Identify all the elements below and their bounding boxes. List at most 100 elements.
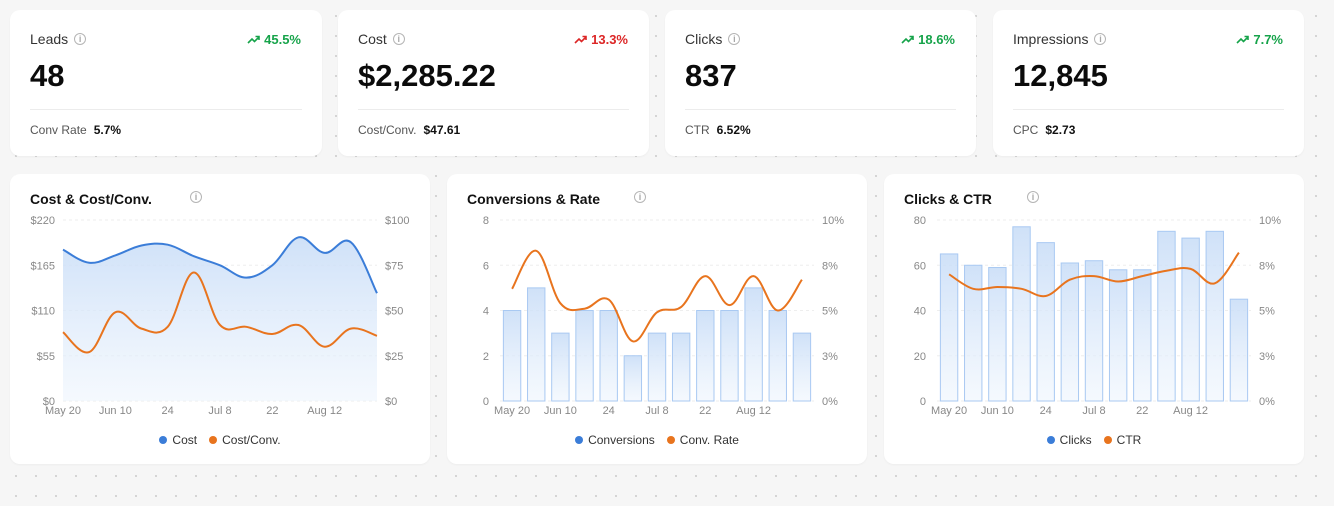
info-icon[interactable]: i: [74, 33, 87, 45]
kpi-delta: 18.6%: [901, 32, 955, 47]
legend-item[interactable]: Cost: [159, 433, 197, 447]
divider: [685, 109, 956, 110]
legend-item[interactable]: Cost/Conv.: [209, 433, 281, 447]
kpi-sub-value: 6.52%: [716, 123, 751, 137]
y-tick-right: 0%: [1259, 396, 1275, 408]
series-area-cost: [63, 237, 377, 401]
divider: [30, 109, 302, 110]
x-tick: 24: [162, 405, 174, 417]
bar: [527, 287, 546, 402]
kpi-delta: 13.3%: [574, 32, 628, 47]
x-tick: Jun 10: [981, 405, 1014, 417]
bar: [768, 310, 787, 402]
kpi-sub-label: CPC: [1013, 123, 1039, 137]
kpi-sub: Conv Rate 5.7%: [30, 123, 121, 137]
legend-dot-icon: [666, 436, 675, 444]
series-line-ctr: [948, 251, 1240, 298]
legend-item[interactable]: CTR: [1103, 433, 1142, 447]
x-tick: Aug 12: [307, 405, 342, 417]
info-icon[interactable]: i: [1027, 191, 1039, 203]
x-tick: May 20: [931, 405, 967, 417]
kpi-sub-label: Conv Rate: [30, 123, 87, 137]
kpi-sub: CTR 6.52%: [685, 123, 751, 137]
y-tick-left: 60: [914, 260, 926, 272]
trend-up-icon: [247, 32, 260, 47]
bar: [502, 310, 522, 402]
series-line-conv-rate: [511, 249, 803, 343]
y-tick-left: $55: [37, 351, 55, 363]
chart-svg-clicks: 0 20 40 60 80 0% 3% 5% 8% 10% May 20 Jun 10 24 Jul 8 2…: [914, 215, 1281, 417]
legend-item[interactable]: Clicks: [1046, 433, 1092, 447]
series-line-cost: [62, 236, 378, 294]
kpi-value: 837: [685, 58, 737, 93]
info-icon[interactable]: i: [190, 191, 202, 203]
bar: [744, 287, 763, 402]
kpi-sub-value: $2.73: [1045, 123, 1076, 137]
y-tick-right: 5%: [822, 306, 838, 318]
bar: [575, 310, 594, 402]
kpi-delta-value: 18.6%: [918, 32, 955, 47]
info-icon[interactable]: i: [1094, 33, 1107, 45]
legend-item[interactable]: Conversions: [575, 433, 655, 447]
bar: [720, 310, 739, 402]
kpi-delta: 7.7%: [1236, 32, 1283, 47]
y-tick-right: 10%: [1259, 215, 1281, 227]
bar: [1060, 262, 1080, 402]
chart-card-cost: $0 $55 $110 $165 $220 $0 $25 $50 $75 $100 May 20 Ju…: [10, 174, 430, 464]
chart-card-clicks: 0 20 40 60 80 0% 3% 5% 8% 10% May 20 Jun 10 24 Jul 8 2…: [884, 174, 1304, 464]
chart-legend: Cost Cost/Conv.: [10, 433, 430, 447]
y-tick-right: 3%: [822, 351, 838, 363]
chart-svg-cost: $0 $55 $110 $165 $220 $0 $25 $50 $75 $100 May 20 Ju…: [31, 215, 410, 417]
legend-label: CTR: [1116, 433, 1142, 447]
bar: [1205, 230, 1224, 402]
x-tick: 24: [1040, 405, 1052, 417]
x-tick: Jun 10: [544, 405, 577, 417]
y-tick-right: $75: [385, 260, 403, 272]
bar: [671, 332, 691, 402]
legend-item[interactable]: Conv. Rate: [666, 433, 739, 447]
info-icon[interactable]: i: [634, 191, 646, 203]
y-tick-left: $220: [31, 215, 55, 227]
kpi-sub-label: Cost/Conv.: [358, 123, 417, 137]
kpi-value: 48: [30, 58, 65, 93]
kpi-card-leads: Leads i 45.5% 48 Conv Rate 5.7%: [10, 10, 322, 156]
kpi-sub: Cost/Conv. $47.61: [358, 123, 460, 137]
legend-dot-icon: [1046, 436, 1055, 444]
y-tick-left: $110: [31, 306, 55, 318]
y-tick-right: 10%: [822, 215, 844, 227]
legend-dot-icon: [209, 436, 218, 444]
chart-title: Conversions & Rate: [467, 191, 601, 207]
kpi-label: Impressions: [1013, 31, 1089, 47]
series-line-cost-conv-: [62, 271, 378, 354]
bar: [988, 267, 1007, 402]
chart-title: Cost & Cost/Conv.: [30, 191, 152, 207]
x-tick: May 20: [494, 405, 530, 417]
trend-up-icon: [901, 32, 914, 47]
kpi-sub: CPC $2.73: [1013, 123, 1075, 137]
y-tick-left: 8: [483, 215, 489, 227]
bar: [964, 264, 983, 402]
x-tick: May 20: [45, 405, 81, 417]
legend-dot-icon: [159, 436, 168, 444]
info-icon[interactable]: i: [392, 33, 405, 45]
y-tick-left: 6: [483, 260, 489, 272]
info-icon[interactable]: i: [728, 33, 741, 45]
x-tick: 24: [603, 405, 615, 417]
trend-up-icon: [1236, 32, 1250, 47]
x-tick: 22: [699, 405, 711, 417]
kpi-value: $2,285.22: [358, 58, 496, 93]
y-tick-right: $25: [385, 351, 403, 363]
kpi-sub-value: 5.7%: [93, 123, 122, 137]
bar: [623, 355, 643, 402]
y-tick-left: 0: [483, 396, 489, 408]
kpi-delta-value: 45.5%: [264, 32, 301, 47]
y-tick-right: 8%: [822, 260, 838, 272]
legend-label: Cost/Conv.: [222, 433, 281, 447]
bar: [1133, 269, 1152, 402]
legend-dot-icon: [1103, 436, 1112, 444]
divider: [1013, 109, 1284, 110]
bar: [696, 310, 715, 402]
y-tick-right: 8%: [1259, 260, 1275, 272]
chart-legend: Clicks CTR: [884, 433, 1304, 447]
x-tick: 22: [266, 405, 278, 417]
